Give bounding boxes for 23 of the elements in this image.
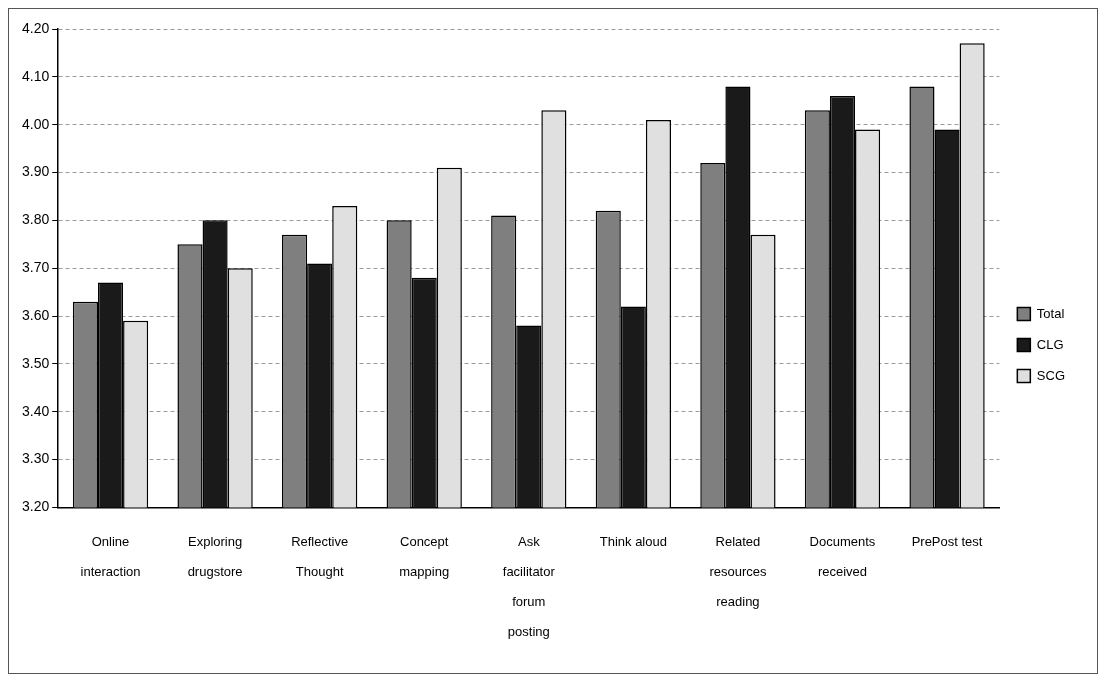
y-tick-label: 3.50 (22, 354, 50, 371)
y-tick-label: 3.40 (22, 402, 50, 419)
legend-label: SCG (1036, 367, 1065, 383)
y-tick-label: 3.60 (22, 306, 50, 323)
y-tick-label: 3.70 (22, 259, 50, 276)
y-tick-label: 4.20 (22, 19, 50, 36)
x-tick-label: Reflective Thought (291, 533, 349, 579)
y-tick-label: 3.20 (22, 498, 50, 515)
x-tick-label: Ask facilitator forum posting (502, 533, 556, 639)
x-tick-label: PrePost test (911, 533, 983, 549)
y-tick-label: 3.30 (22, 450, 50, 467)
x-tick-label: Related resources reading (709, 533, 767, 609)
y-tick-label: 4.00 (22, 115, 50, 132)
y-tick-label: 3.80 (22, 211, 50, 228)
y-tick-label: 4.10 (22, 67, 50, 84)
x-tick-label: Think aloud (599, 533, 667, 549)
y-tick-label: 3.90 (22, 163, 50, 180)
x-tick-label: Concept mapping (399, 533, 450, 579)
x-tick-label: Exploring drugstore (187, 533, 243, 579)
legend-label: CLG (1036, 336, 1064, 352)
x-tick-label: Online interaction (80, 533, 141, 579)
legend-label: Total (1036, 305, 1065, 321)
x-tick-label: Documents received (809, 533, 876, 579)
